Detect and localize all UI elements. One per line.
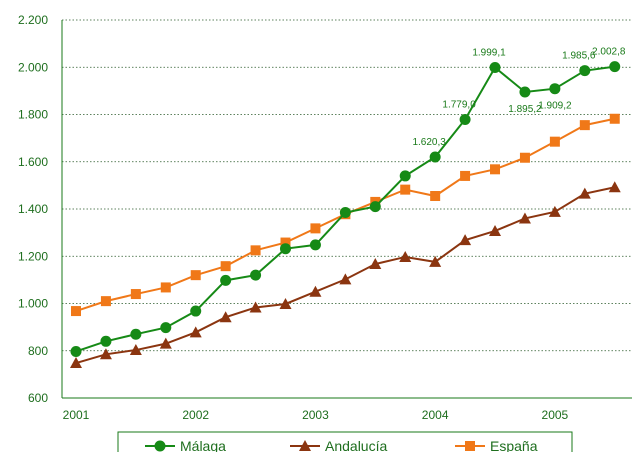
point <box>309 285 322 297</box>
point <box>399 170 411 182</box>
point <box>339 207 351 219</box>
point <box>219 311 232 323</box>
y-tick-label: 1.200 <box>18 249 48 263</box>
legend-item: Málaga <box>145 438 226 452</box>
x-tick-label: 2005 <box>542 408 569 422</box>
data-label: 1.999,1 <box>472 47 506 58</box>
point <box>71 306 81 317</box>
point <box>578 187 591 199</box>
point <box>130 289 141 300</box>
point <box>190 270 201 281</box>
x-tick-label: 2004 <box>422 408 449 422</box>
point <box>129 344 142 356</box>
point <box>160 282 171 293</box>
x-tick-label: 2003 <box>302 408 329 422</box>
point <box>249 301 262 313</box>
point <box>609 113 620 124</box>
data-label: 1.895,2 <box>508 104 542 115</box>
point <box>549 83 561 95</box>
point <box>280 243 292 255</box>
point <box>250 269 262 281</box>
legend-label: Andalucía <box>325 438 387 452</box>
point <box>279 297 292 309</box>
point <box>549 136 560 147</box>
data-label: 1.985,6 <box>562 51 596 62</box>
y-tick-label: 1.600 <box>18 155 48 169</box>
point <box>429 255 442 267</box>
x-tick-label: 2002 <box>182 408 209 422</box>
point <box>339 273 352 285</box>
point <box>579 120 590 131</box>
point <box>609 61 621 73</box>
point <box>489 61 501 73</box>
point <box>299 440 311 451</box>
point <box>548 205 561 217</box>
legend-label: Málaga <box>180 438 226 452</box>
legend-item: España <box>455 438 538 452</box>
y-tick-label: 1.000 <box>18 297 48 311</box>
point <box>160 322 172 334</box>
point <box>519 86 531 98</box>
point <box>579 65 591 77</box>
data-label: 1.620,3 <box>412 137 446 148</box>
data-label: 2.002,8 <box>592 47 626 58</box>
y-tick-label: 600 <box>28 391 48 405</box>
y-tick-label: 1.800 <box>18 108 48 122</box>
point <box>369 201 381 213</box>
y-tick-label: 2.200 <box>18 13 48 27</box>
point <box>190 305 202 317</box>
point <box>369 258 382 270</box>
point <box>280 237 291 248</box>
x-tick-label: 2001 <box>63 408 90 422</box>
point <box>70 345 82 357</box>
point <box>130 328 142 340</box>
point <box>310 223 321 234</box>
data-label: 1.909,2 <box>538 101 572 112</box>
point <box>459 234 472 246</box>
point <box>400 184 411 195</box>
point <box>220 261 231 272</box>
point <box>608 181 621 193</box>
point <box>459 113 471 125</box>
point <box>519 152 530 163</box>
legend-label: España <box>490 438 538 452</box>
point <box>189 326 202 338</box>
point <box>460 170 471 181</box>
point <box>430 191 441 202</box>
point <box>490 164 501 175</box>
point <box>518 212 531 224</box>
point <box>429 151 441 163</box>
point <box>100 335 112 347</box>
point <box>159 337 172 349</box>
y-tick-label: 800 <box>28 344 48 358</box>
y-tick-label: 2.000 <box>18 60 48 74</box>
point <box>489 224 502 236</box>
point <box>100 296 111 307</box>
y-tick-label: 1.400 <box>18 202 48 216</box>
point <box>220 274 232 286</box>
point <box>99 348 112 360</box>
data-label: 1.779,0 <box>442 99 476 110</box>
point <box>154 440 166 452</box>
point <box>309 239 321 251</box>
point <box>465 441 475 451</box>
legend-item: Andalucía <box>290 438 387 452</box>
point <box>70 357 82 369</box>
point <box>399 250 412 262</box>
point <box>250 245 261 256</box>
